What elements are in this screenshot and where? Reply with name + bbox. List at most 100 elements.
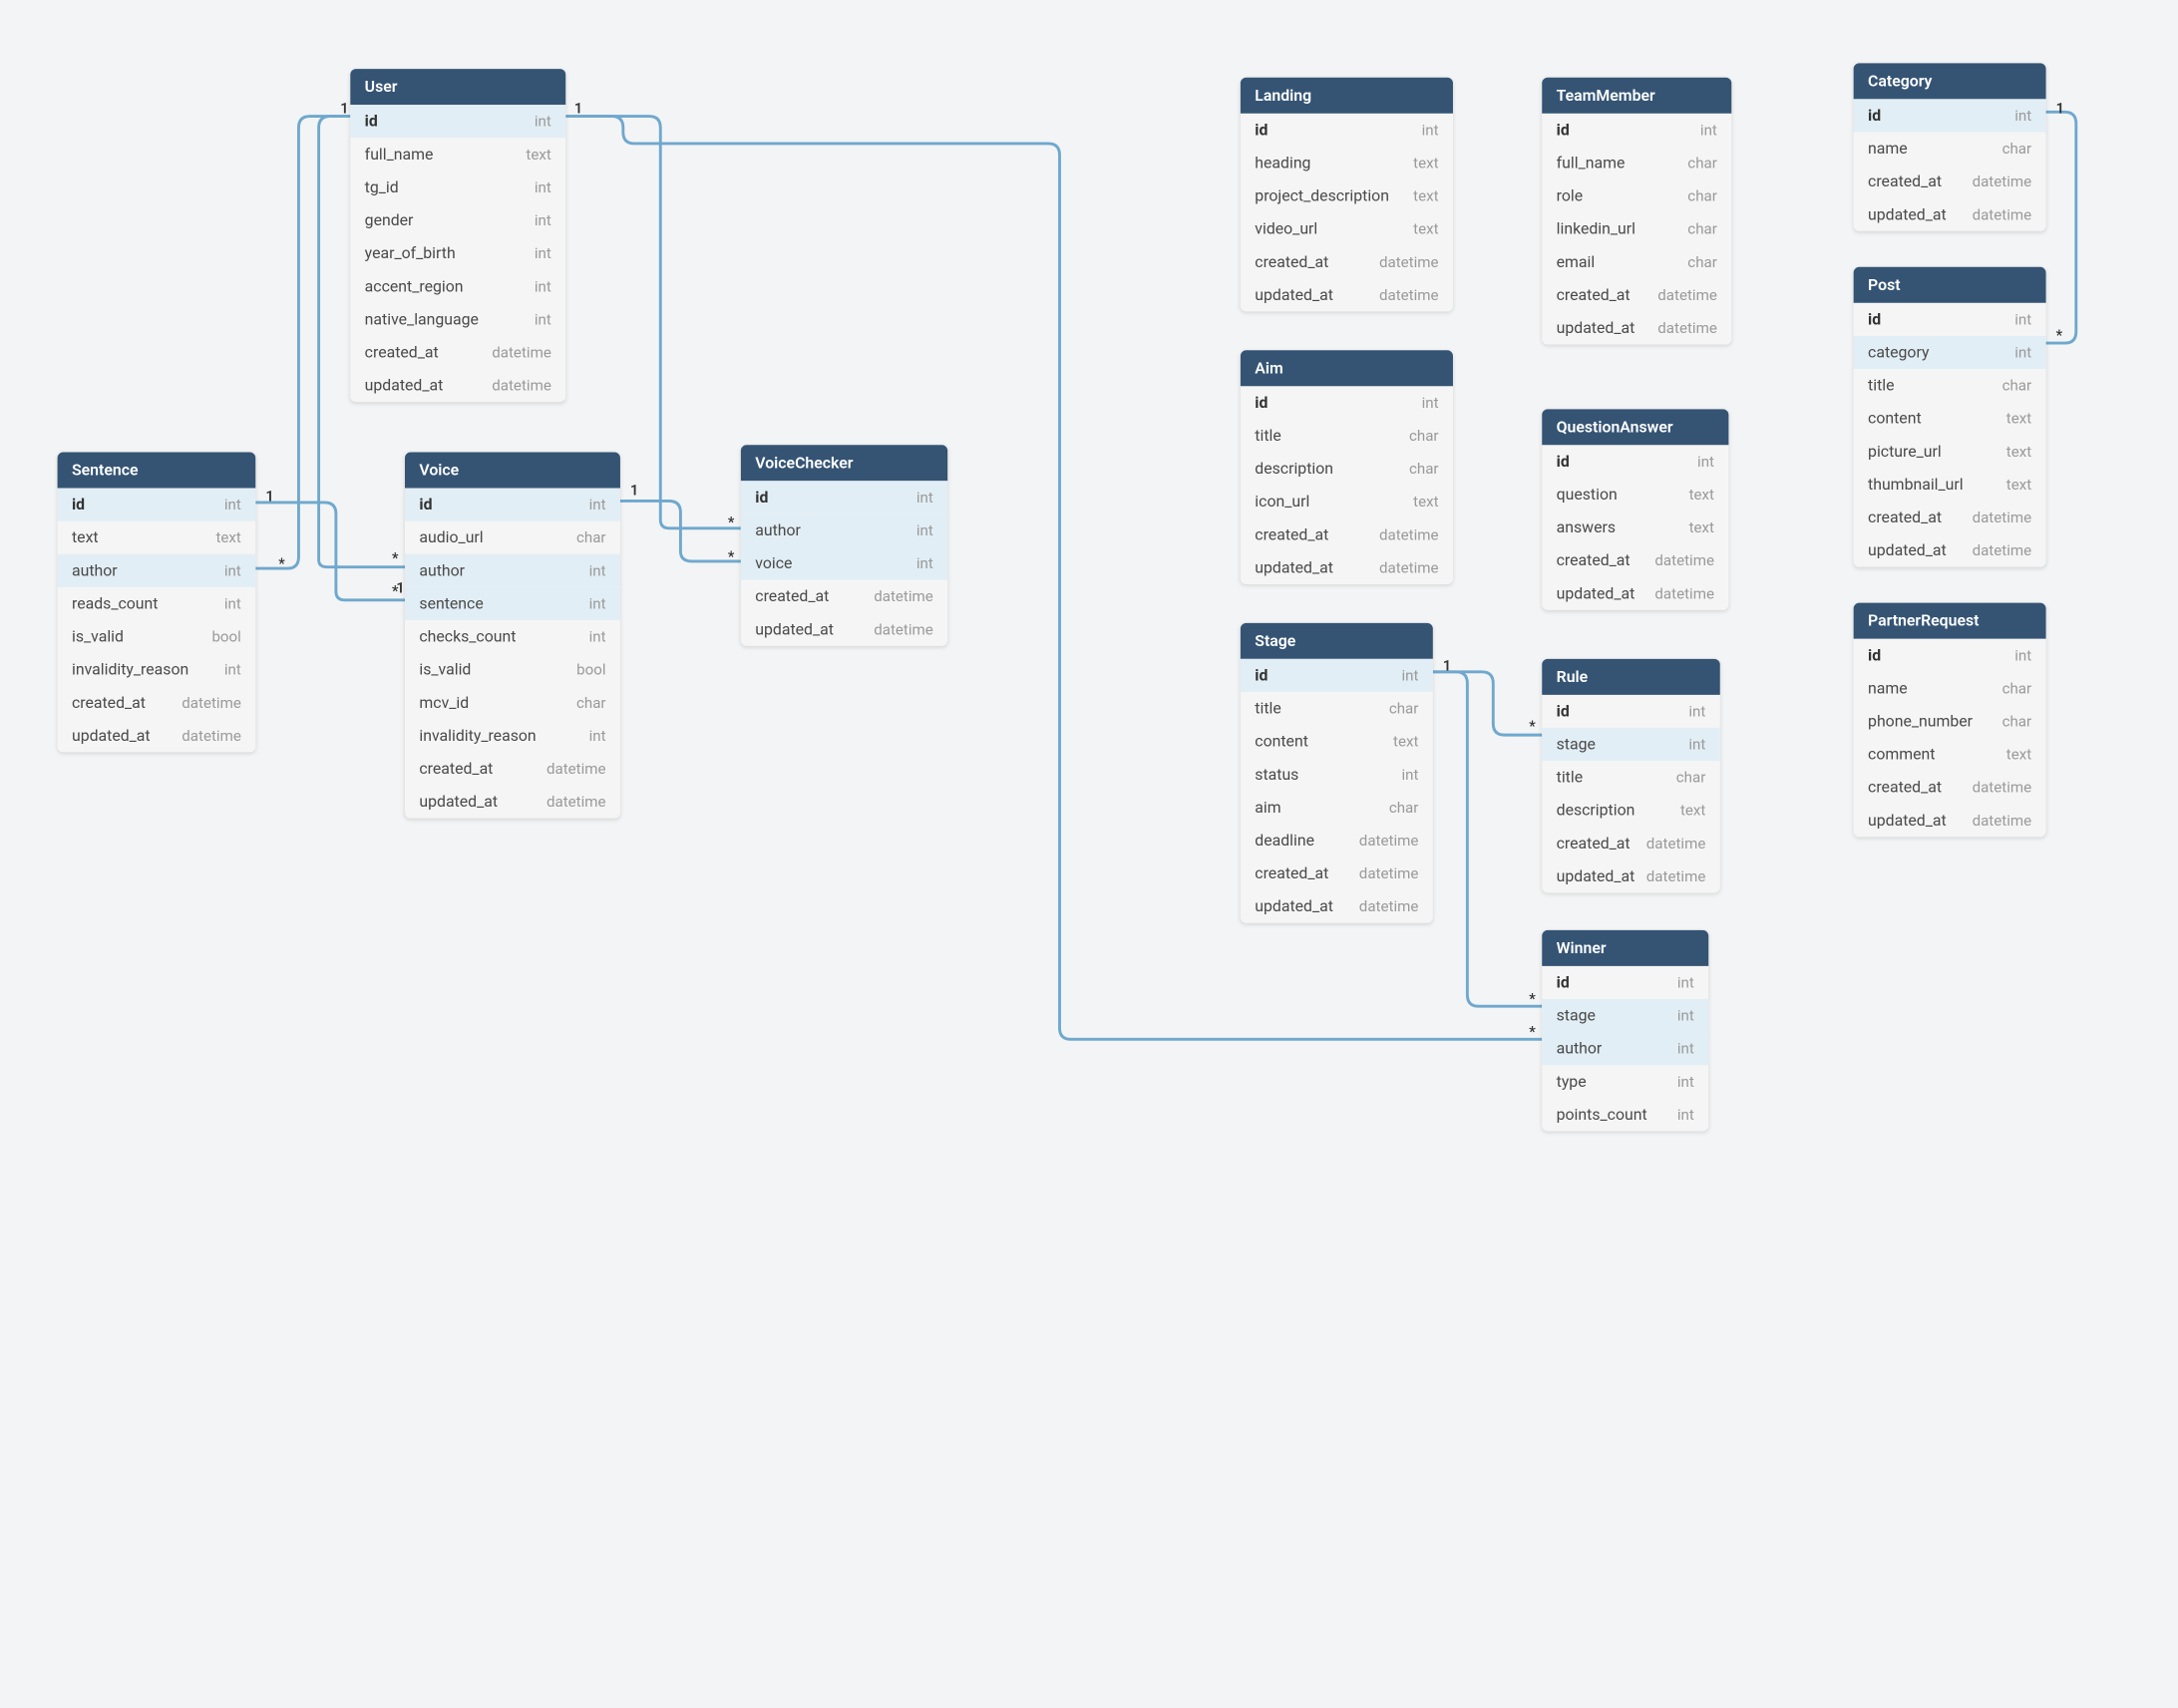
table-row[interactable]: idint: [1542, 445, 1728, 478]
table-teammember[interactable]: TeamMemberidintfull_namecharrolecharlink…: [1542, 78, 1731, 345]
table-row[interactable]: idint: [1542, 695, 1720, 728]
table-row[interactable]: points_countint: [1542, 1098, 1708, 1131]
table-row[interactable]: stageint: [1542, 728, 1720, 761]
table-header[interactable]: VoiceChecker: [741, 445, 947, 481]
table-row[interactable]: updated_atdatetime: [1241, 890, 1433, 923]
table-row[interactable]: descriptiontext: [1542, 794, 1720, 827]
table-row[interactable]: emailchar: [1542, 245, 1731, 278]
table-row[interactable]: idint: [1854, 303, 2046, 336]
table-user[interactable]: Useridintfull_nametexttg_idintgenderinty…: [350, 69, 565, 402]
table-row[interactable]: phone_numberchar: [1854, 705, 2046, 738]
table-partnerrequest[interactable]: PartnerRequestidintnamecharphone_numberc…: [1854, 603, 2046, 838]
table-row[interactable]: picture_urltext: [1854, 435, 2046, 468]
table-row[interactable]: idint: [1241, 114, 1453, 147]
table-row[interactable]: updated_atdatetime: [350, 369, 565, 402]
table-row[interactable]: aimchar: [1241, 791, 1433, 824]
table-row[interactable]: created_atdatetime: [350, 336, 565, 369]
table-row[interactable]: questiontext: [1542, 478, 1728, 511]
table-row[interactable]: video_urltext: [1241, 212, 1453, 245]
table-row[interactable]: year_of_birthint: [350, 237, 565, 270]
table-row[interactable]: idint: [405, 488, 620, 520]
table-row[interactable]: answerstext: [1542, 512, 1728, 544]
table-row[interactable]: authorint: [58, 554, 256, 587]
table-landing[interactable]: Landingidintheadingtextproject_descripti…: [1241, 78, 1453, 312]
table-aim[interactable]: Aimidinttitlechardescriptioncharicon_url…: [1241, 350, 1453, 584]
table-row[interactable]: updated_atdatetime: [1542, 311, 1731, 344]
table-rule[interactable]: Ruleidintstageinttitlechardescriptiontex…: [1542, 659, 1720, 893]
table-row[interactable]: contenttext: [1854, 402, 2046, 435]
table-row[interactable]: authorint: [741, 513, 947, 546]
table-header[interactable]: PartnerRequest: [1854, 603, 2046, 639]
table-row[interactable]: updated_atdatetime: [1542, 859, 1720, 892]
table-voice[interactable]: Voiceidintaudio_urlcharauthorintsentence…: [405, 453, 620, 819]
table-row[interactable]: titlechar: [1241, 692, 1433, 725]
table-row[interactable]: authorint: [405, 554, 620, 587]
table-row[interactable]: mcv_idchar: [405, 686, 620, 719]
table-row[interactable]: created_atdatetime: [1542, 827, 1720, 859]
table-row[interactable]: native_languageint: [350, 303, 565, 336]
table-row[interactable]: linkedin_urlchar: [1542, 212, 1731, 245]
table-header[interactable]: Aim: [1241, 350, 1453, 386]
table-row[interactable]: created_atdatetime: [1241, 245, 1453, 278]
table-row[interactable]: commenttext: [1854, 738, 2046, 771]
table-row[interactable]: is_validbool: [405, 653, 620, 686]
table-row[interactable]: idint: [1542, 114, 1731, 147]
table-questionanswer[interactable]: QuestionAnsweridintquestiontextanswerste…: [1542, 409, 1728, 610]
table-category[interactable]: Categoryidintnamecharcreated_atdatetimeu…: [1854, 63, 2046, 230]
table-row[interactable]: titlechar: [1854, 369, 2046, 402]
table-row[interactable]: updated_atdatetime: [1854, 198, 2046, 231]
table-header[interactable]: Category: [1854, 63, 2046, 99]
table-row[interactable]: titlechar: [1241, 419, 1453, 452]
table-row[interactable]: full_namechar: [1542, 147, 1731, 179]
table-row[interactable]: stageint: [1542, 999, 1708, 1032]
table-winner[interactable]: Winneridintstageintauthorinttypeintpoint…: [1542, 930, 1708, 1132]
table-row[interactable]: idint: [1542, 966, 1708, 999]
table-row[interactable]: typeint: [1542, 1065, 1708, 1098]
table-row[interactable]: tg_idint: [350, 171, 565, 203]
table-row[interactable]: idint: [350, 105, 565, 138]
table-row[interactable]: created_atdatetime: [1241, 518, 1453, 551]
table-row[interactable]: updated_atdatetime: [1241, 278, 1453, 311]
table-post[interactable]: Postidintcategoryinttitlecharcontenttext…: [1854, 267, 2046, 567]
table-header[interactable]: User: [350, 69, 565, 105]
table-row[interactable]: categoryint: [1854, 336, 2046, 369]
table-row[interactable]: deadlinedatetime: [1241, 824, 1433, 856]
table-header[interactable]: Stage: [1241, 623, 1433, 659]
table-row[interactable]: namechar: [1854, 132, 2046, 165]
table-row[interactable]: created_atdatetime: [1241, 857, 1433, 890]
table-row[interactable]: created_atdatetime: [1854, 166, 2046, 198]
table-row[interactable]: namechar: [1854, 672, 2046, 705]
table-row[interactable]: invalidity_reasonint: [405, 719, 620, 752]
table-voicechecker[interactable]: VoiceCheckeridintauthorintvoiceintcreate…: [741, 445, 947, 646]
table-row[interactable]: is_validbool: [58, 620, 256, 653]
table-row[interactable]: contenttext: [1241, 725, 1433, 758]
table-header[interactable]: Sentence: [58, 453, 256, 489]
table-row[interactable]: idint: [1854, 99, 2046, 132]
table-row[interactable]: descriptionchar: [1241, 453, 1453, 486]
table-row[interactable]: audio_urlchar: [405, 521, 620, 554]
table-row[interactable]: created_atdatetime: [1542, 544, 1728, 577]
table-row[interactable]: idint: [741, 481, 947, 513]
table-header[interactable]: Post: [1854, 267, 2046, 303]
table-row[interactable]: created_atdatetime: [1854, 501, 2046, 533]
table-header[interactable]: Winner: [1542, 930, 1708, 966]
table-sentence[interactable]: Sentenceidinttexttextauthorintreads_coun…: [58, 453, 256, 753]
table-row[interactable]: checks_countint: [405, 620, 620, 653]
table-row[interactable]: updated_atdatetime: [1542, 577, 1728, 610]
table-row[interactable]: sentenceint: [405, 587, 620, 620]
table-row[interactable]: headingtext: [1241, 147, 1453, 179]
table-row[interactable]: idint: [1241, 659, 1433, 692]
table-row[interactable]: authorint: [1542, 1032, 1708, 1065]
table-row[interactable]: titlechar: [1542, 761, 1720, 794]
table-row[interactable]: project_descriptiontext: [1241, 179, 1453, 212]
table-row[interactable]: thumbnail_urltext: [1854, 468, 2046, 501]
table-row[interactable]: voiceint: [741, 547, 947, 580]
table-row[interactable]: texttext: [58, 521, 256, 554]
table-header[interactable]: TeamMember: [1542, 78, 1731, 114]
table-row[interactable]: updated_atdatetime: [58, 719, 256, 752]
table-row[interactable]: icon_urltext: [1241, 486, 1453, 518]
table-row[interactable]: created_atdatetime: [741, 580, 947, 613]
table-row[interactable]: updated_atdatetime: [1854, 804, 2046, 837]
table-header[interactable]: Voice: [405, 453, 620, 489]
table-row[interactable]: created_atdatetime: [1854, 771, 2046, 804]
